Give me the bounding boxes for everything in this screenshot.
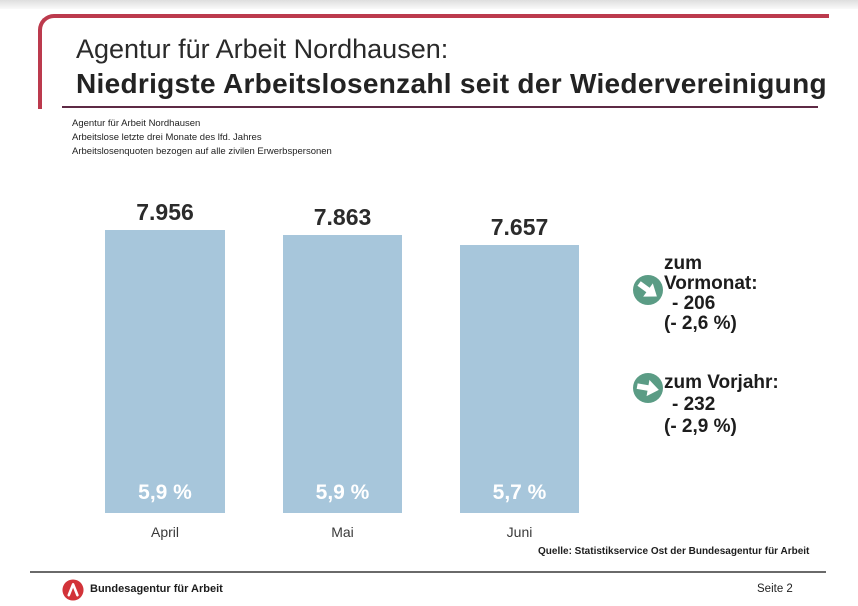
meta-line-2: Arbeitslose letzte drei Monate des lfd. … [72, 132, 262, 143]
title-line-1: Agentur für Arbeit Nordhausen: [76, 34, 449, 64]
bar-value-label: 7.863 [313, 204, 372, 230]
bar-value-label: 7.956 [136, 199, 194, 225]
annotation-text: zum Vormonat: - 206 (- 2,6 %) [664, 254, 768, 334]
meta-line-3: Arbeitslosenquoten bezogen auf alle zivi… [72, 146, 332, 157]
bar-mai [283, 235, 402, 513]
bar-juni [460, 245, 579, 513]
title-line-2: Niedrigste Arbeitslosenzahl seit der Wie… [76, 68, 827, 99]
footer-brand-label: Bundesagentur für Arbeit [90, 583, 223, 595]
axis-label-april: April [150, 524, 179, 540]
title-underline [62, 106, 818, 108]
page-title: Agentur für Arbeit Nordhausen: Niedrigst… [76, 33, 827, 101]
annotation-label: zum Vorjahr: [664, 372, 779, 393]
bar-rate-label: 5,7 % [492, 481, 547, 504]
bar-rate-label: 5,9 % [315, 481, 370, 504]
bar-value-label: 7.657 [490, 214, 549, 240]
bundesagentur-logo-icon [62, 579, 84, 601]
source-note: Quelle: Statistikservice Ost der Bundesa… [538, 546, 810, 557]
chart-meta: Agentur für Arbeit Nordhausen Arbeitslos… [72, 117, 332, 159]
bar-group-juni: 7.657 5,7 % Juni [460, 195, 579, 555]
page-number: Seite 2 [757, 583, 793, 595]
annotation-label: zum Vormonat: [664, 253, 758, 294]
annotation-percent: (- 2,6 %) [664, 313, 737, 334]
annotation-percent: (- 2,9 %) [664, 416, 737, 437]
annotation-vorjahr: zum Vorjahr: - 232 (- 2,9 %) [633, 372, 814, 438]
bar-april [105, 230, 225, 513]
annotation-vormonat: zum Vormonat: - 206 (- 2,6 %) [633, 254, 768, 334]
bar-group-april: 7.956 5,9 % April [105, 195, 225, 555]
arrow-down-right-circle-icon [633, 275, 663, 305]
bar-group-mai: 7.863 5,9 % Mai [283, 195, 402, 555]
arrow-right-circle-icon [633, 373, 663, 403]
accent-frame [38, 14, 829, 109]
axis-label-mai: Mai [331, 524, 354, 540]
bar-rate-label: 5,9 % [138, 481, 192, 504]
scan-edge [0, 0, 858, 9]
annotation-text: zum Vorjahr: - 232 (- 2,9 %) [664, 372, 814, 438]
footer-divider [30, 571, 826, 573]
meta-line-1: Agentur für Arbeit Nordhausen [72, 118, 201, 129]
axis-label-juni: Juni [506, 524, 533, 540]
annotation-delta: - 206 [672, 293, 716, 314]
annotation-delta: - 232 [672, 394, 716, 415]
